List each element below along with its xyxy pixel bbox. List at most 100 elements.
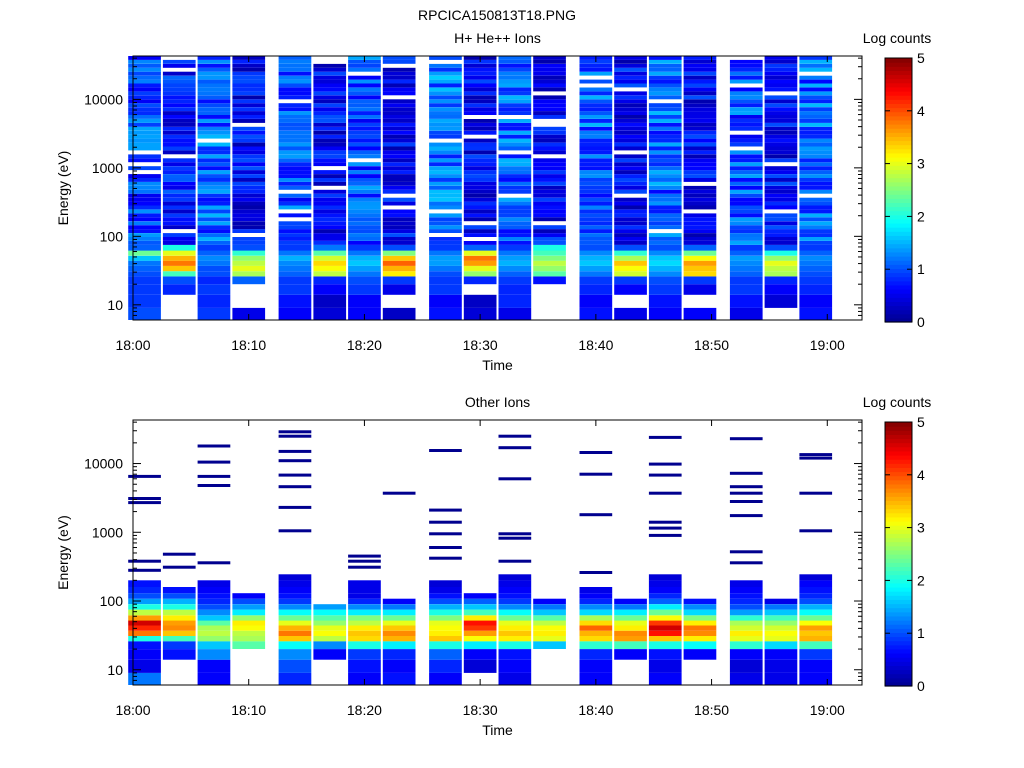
heatmap-cell: [683, 122, 717, 127]
heatmap-cell: [579, 185, 613, 190]
heatmap-cell: [764, 75, 798, 80]
heatmap-cell: [197, 170, 231, 174]
heatmap-cell: [729, 122, 763, 127]
heatmap-cell: [648, 107, 682, 112]
heatmap-cell: [278, 636, 312, 642]
heatmap-cell: [278, 615, 312, 621]
heatmap-cell: [232, 221, 266, 226]
heatmap-cell: [429, 91, 462, 96]
heatmap-cell: [683, 213, 717, 218]
heatmap-cell: [348, 115, 381, 119]
colorbar-swatch: [885, 111, 912, 117]
heatmap-cell: [764, 636, 798, 642]
heatmap-cell: [463, 178, 497, 182]
heatmap-cell: [162, 193, 196, 198]
heatmap-cell: [348, 126, 381, 131]
colorbar-swatch: [885, 284, 912, 290]
colorbar-swatch: [885, 115, 912, 121]
heatmap-cell: [197, 620, 231, 626]
y-tick-label: 10: [107, 297, 123, 313]
heatmap-cell: [313, 213, 347, 218]
heatmap-cell: [313, 294, 347, 308]
heatmap-cell: [128, 115, 161, 119]
heatmap-cell: [162, 181, 196, 186]
heatmap-cell: [764, 122, 798, 127]
colorbar-swatch: [885, 313, 912, 319]
heatmap-cell: [278, 146, 312, 151]
heatmap-cell: [764, 630, 798, 636]
heatmap-cell: [533, 170, 566, 174]
heatmap-cell: [348, 672, 381, 685]
heatmap-cell: [232, 79, 266, 84]
heatmap-cell: [498, 197, 532, 202]
y-tick-label: 100: [100, 593, 124, 609]
colorbar-swatch: [885, 422, 912, 427]
colorbar-swatch: [885, 463, 912, 468]
heatmap-cell: [729, 67, 763, 72]
heatmap-cell: [683, 197, 717, 202]
heatmap-cell: [463, 107, 497, 112]
heatmap-cell: [729, 255, 763, 261]
x-tick-label: 18:50: [694, 702, 729, 718]
heatmap-cell: [764, 625, 798, 631]
colorbar-swatch: [885, 198, 912, 203]
heatmap-cell: [313, 620, 347, 626]
heatmap-cell: [429, 193, 462, 198]
heatmap-cell: [683, 189, 717, 194]
heatmap-cell: [278, 142, 312, 147]
heatmap-cell: [232, 170, 266, 174]
heatmap-cell: [648, 250, 682, 256]
heatmap-cell: [162, 107, 196, 112]
heatmap-cell: [614, 209, 647, 214]
heatmap-cell: [648, 111, 682, 115]
heatmap-cell: [683, 67, 717, 72]
heatmap-cell: [579, 636, 613, 642]
colorbar-swatch: [885, 99, 912, 104]
heatmap-cell: [614, 609, 647, 616]
heatmap-cell: [729, 276, 763, 285]
heatmap-cell: [683, 625, 717, 631]
heatmap-cell: [648, 587, 682, 594]
panel-title: H+ He++ Ions: [454, 30, 541, 46]
heatmap-cell: [648, 174, 682, 178]
heatmap-cell: [429, 181, 462, 186]
colorbar-swatch: [885, 256, 912, 261]
heatmap-cell: [197, 119, 231, 123]
heatmap-cell: [533, 56, 566, 60]
heatmap-cell: [648, 241, 682, 245]
colorbar-swatch: [885, 591, 912, 596]
heatmap-line: [498, 446, 532, 450]
heatmap-cell: [429, 63, 462, 68]
colorbar-swatch: [885, 669, 912, 675]
heatmap-cell: [197, 79, 231, 84]
heatmap-cell: [764, 205, 798, 210]
colorbar-swatch: [885, 70, 912, 76]
colorbar-swatch: [885, 103, 912, 109]
heatmap-cell: [162, 134, 196, 139]
heatmap-cell: [348, 271, 381, 277]
colorbar-swatch: [885, 657, 912, 662]
heatmap-cell: [498, 260, 532, 266]
heatmap-cell: [162, 185, 196, 190]
heatmap-cell: [648, 197, 682, 202]
heatmap-cell: [648, 126, 682, 131]
heatmap-cell: [278, 672, 312, 685]
heatmap-cell: [197, 154, 231, 159]
heatmap-cell: [614, 95, 647, 100]
colorbar-swatch: [885, 185, 912, 191]
heatmap-cell: [232, 99, 266, 104]
heatmap-cell: [128, 307, 161, 320]
heatmap-cell: [348, 276, 381, 285]
heatmap-cell: [162, 63, 196, 68]
hplus-heplus-panel: 18:00 18:10 18:20 18:30 18:40 18:50 19:0010100…: [55, 30, 931, 373]
heatmap-cell: [463, 255, 497, 261]
heatmap-cell: [382, 625, 416, 631]
heatmap-cell: [729, 158, 763, 163]
colorbar-swatch: [885, 446, 912, 452]
heatmap-cell: [683, 307, 717, 320]
heatmap-cell: [429, 221, 462, 226]
heatmap-cell: [128, 67, 161, 72]
heatmap-cell: [498, 126, 532, 131]
heatmap-cell: [348, 146, 381, 151]
heatmap-cell: [648, 641, 682, 649]
